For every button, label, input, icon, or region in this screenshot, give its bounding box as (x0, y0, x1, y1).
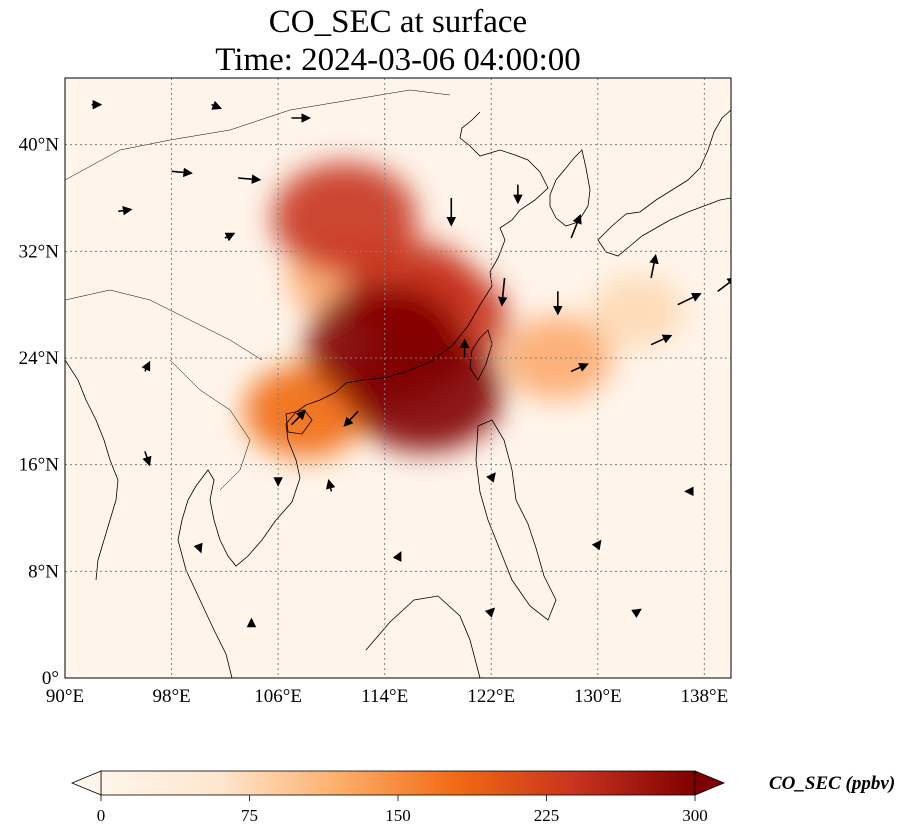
lat-label-2: 16°N (19, 455, 60, 476)
wind-arrow-13 (677, 293, 702, 306)
map-frame (64, 77, 732, 679)
wind-arrow-12 (649, 253, 659, 279)
colorbar-tick-label-3: 225 (534, 806, 560, 825)
lon-label-4: 122°E (467, 686, 515, 707)
lon-label-1: 98°E (152, 686, 190, 707)
wind-vectors (91, 99, 731, 628)
wind-arrow-20 (141, 360, 151, 372)
lat-label-3: 24°N (19, 348, 60, 369)
map-title-line1: CO_SEC at surface (268, 4, 528, 40)
wind-arrow-24 (486, 472, 496, 483)
colorbar-extend-max (694, 770, 726, 796)
wind-arrow-19 (290, 410, 307, 426)
longitude-tick-labels: 90°E 98°E 106°E 114°E 122°E 130°E 138°E (46, 686, 728, 707)
colorbar-extend-min (70, 770, 102, 796)
wind-arrow-16 (570, 362, 589, 373)
wind-arrow-15 (650, 334, 673, 346)
wind-arrow-26 (392, 551, 402, 562)
plume-cell-0 (590, 275, 685, 348)
wind-arrow-9 (570, 214, 582, 239)
wind-arrow-5 (118, 205, 133, 216)
lon-label-2: 106°E (254, 686, 302, 707)
wind-arrow-21 (142, 451, 152, 467)
gridlines (65, 78, 731, 678)
wind-arrow-25 (193, 542, 203, 554)
colorbar-tick-label-4: 300 (682, 806, 708, 825)
plume-cell-6 (272, 162, 417, 274)
lon-label-5: 130°E (574, 686, 622, 707)
lon-label-6: 138°E (681, 686, 729, 707)
wind-arrow-27 (591, 539, 602, 551)
colorbar-gradient (100, 770, 696, 796)
wind-arrow-14 (717, 276, 731, 292)
wind-arrow-4 (238, 174, 262, 184)
wind-arrow-10 (497, 277, 508, 307)
lat-label-1: 8°N (28, 561, 59, 582)
wind-arrow-18 (343, 410, 359, 427)
colorbar-unit-label: CO_SEC (ppbv) (769, 773, 895, 794)
map-title-line2: Time: 2024-03-06 04:00:00 (215, 42, 581, 78)
colorbar: 0 75 150 225 300 CO_SEC (ppbv) (70, 770, 895, 825)
colorbar-tick-label-0: 0 (97, 806, 106, 825)
lon-label-3: 114°E (361, 686, 408, 707)
wind-arrow-23 (325, 478, 336, 492)
colorbar-tick-label-1: 75 (241, 806, 258, 825)
plume-cell-1 (503, 316, 613, 400)
lat-label-4: 32°N (19, 241, 60, 262)
concentration-field (244, 162, 685, 458)
lon-label-0: 90°E (46, 686, 84, 707)
colorbar-ticks: 0 75 150 225 300 (97, 795, 708, 825)
lat-label-5: 40°N (19, 135, 60, 156)
plume-cell-8 (346, 331, 503, 452)
lat-label-0: 0° (42, 668, 59, 689)
wind-arrow-1 (211, 100, 223, 110)
wind-arrow-3 (171, 167, 193, 178)
wind-arrow-31 (631, 608, 642, 618)
latitude-tick-labels: 0° 8°N 16°N 24°N 32°N 40°N (19, 135, 60, 689)
wind-arrow-30 (484, 607, 496, 618)
colorbar-tick-label-2: 150 (385, 806, 411, 825)
wind-arrow-6 (224, 232, 236, 242)
